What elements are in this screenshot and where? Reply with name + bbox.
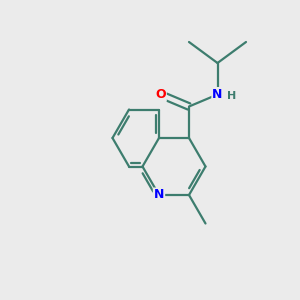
Text: O: O [155,88,166,101]
Text: N: N [154,188,164,202]
Text: N: N [212,88,223,101]
Text: H: H [227,91,236,101]
